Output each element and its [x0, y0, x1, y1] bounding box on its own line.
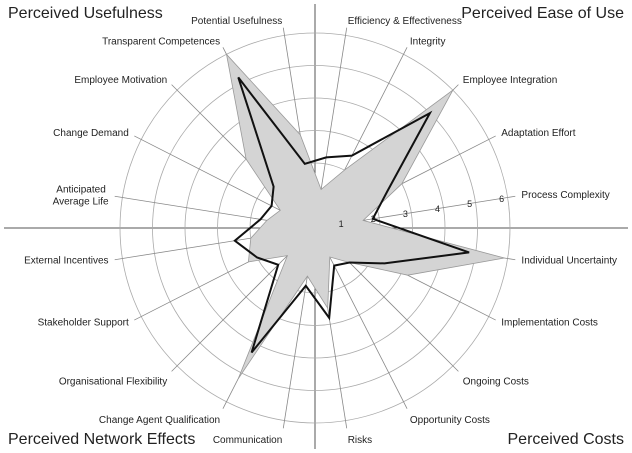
axis-label: Integrity [410, 36, 446, 47]
axis-label-line: Anticipated [56, 184, 108, 195]
axis-label: Employee Motivation [74, 75, 167, 86]
grid-ring [152, 65, 478, 391]
axis-label: Adaptation Effort [501, 128, 576, 139]
axis-label: Implementation Costs [501, 318, 598, 329]
grid-ring [217, 130, 413, 326]
axis-label: Employee Integration [463, 75, 558, 86]
series-area [225, 52, 505, 379]
axis-label-line: Average Life [53, 196, 109, 207]
axis-label: Anticipated Average Life [53, 184, 109, 207]
grid-ring [184, 97, 446, 359]
axis-label: Opportunity Costs [410, 415, 490, 426]
axis-label: Organisational Flexibility [59, 376, 167, 387]
axis-label: Transparent Competences [102, 36, 220, 47]
axis-label: Efficiency & Effectiveness [348, 16, 462, 27]
r-tick-label: 6 [499, 194, 504, 204]
axis-label: Risks [348, 435, 372, 446]
axis-label: Individual Uncertainty [521, 255, 617, 266]
series-line [233, 76, 470, 354]
quadrant-title: Perceived Network Effects [8, 431, 195, 448]
r-tick-label: 5 [467, 199, 472, 209]
r-tick-label: 2 [371, 214, 376, 224]
axis-label: Stakeholder Support [38, 318, 129, 329]
axis-label: Communication [213, 435, 282, 446]
axis-label: Change Agent Qualification [99, 415, 220, 426]
grid-ring [119, 32, 511, 424]
axis-spoke [314, 227, 408, 409]
axis-label: External Incentives [24, 255, 109, 266]
quadrant-title: Perceived Costs [508, 431, 625, 448]
r-tick-label: 3 [403, 209, 408, 219]
axis-label: Ongoing Costs [463, 376, 529, 387]
r-tick-label: 4 [435, 204, 440, 214]
r-tick-label: 1 [339, 219, 344, 229]
axis-label: Process Complexity [521, 190, 609, 201]
quadrant-title: Perceived Ease of Use [461, 5, 624, 22]
axis-label: Potential Usefulness [191, 16, 282, 27]
axis-label: Change Demand [53, 128, 129, 139]
quadrant-title: Perceived Usefulness [8, 5, 163, 22]
